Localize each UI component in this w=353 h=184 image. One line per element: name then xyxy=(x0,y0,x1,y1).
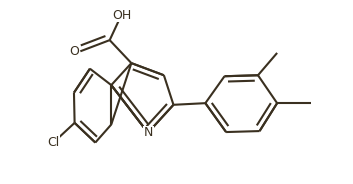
Text: O: O xyxy=(70,45,79,58)
Text: N: N xyxy=(144,126,154,139)
Text: OH: OH xyxy=(112,9,131,22)
Text: Cl: Cl xyxy=(47,136,60,149)
